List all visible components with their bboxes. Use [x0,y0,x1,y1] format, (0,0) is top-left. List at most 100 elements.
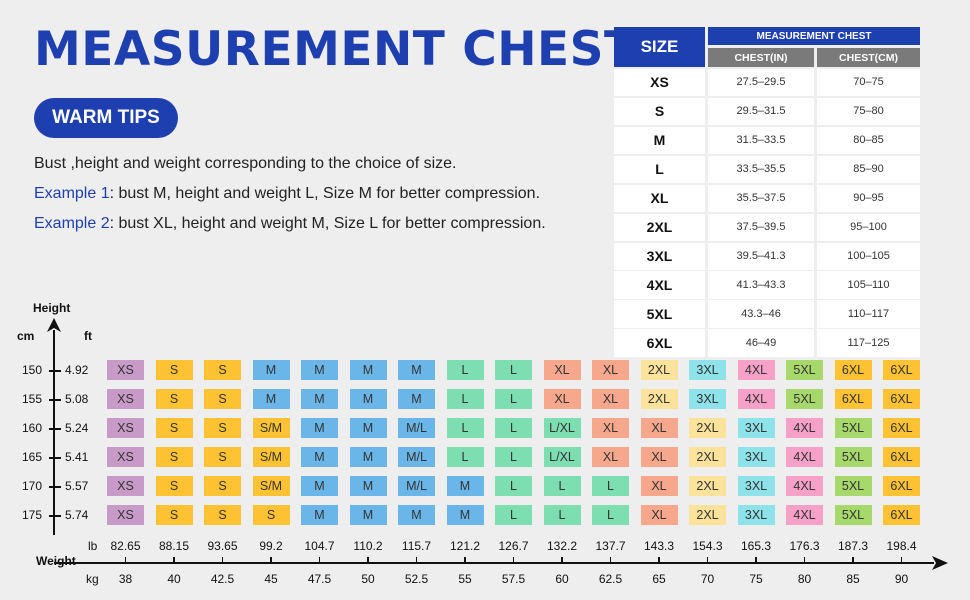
weight-tick [803,557,806,563]
size-grid-cell: XS [107,476,144,496]
size-grid-cell: L [446,389,484,409]
size-grid-cell: M [301,476,338,496]
size-grid-cell: XL [640,476,678,496]
size-grid-cell: M [446,476,484,496]
size-cell: 6XL [614,329,705,357]
size-grid-cell: 5XL [786,360,823,380]
size-grid-cell: L [495,476,532,496]
weight-kg-label: 65 [652,572,666,586]
weight-lb-label: 187.3 [837,539,869,553]
height-tick [49,486,61,488]
size-grid-cell: 2XL [640,360,678,380]
chest-cm-cell: 70–75 [817,68,920,96]
size-grid-cell: S [155,505,193,525]
size-grid-cell: 3XL [689,360,726,380]
size-table-row: XL 35.5–37.5 90–95 [614,184,920,212]
size-grid-cell: S [252,505,290,525]
chest-cm-cell: 110–117 [817,300,920,328]
size-grid-cell: M [349,505,387,525]
chest-in-cell: 43.3–46 [708,300,814,328]
weight-tick [512,557,515,563]
size-grid-cell: 6XL [883,418,920,438]
size-table-body: XS 27.5–29.5 70–75 S 29.5–31.5 75–80 M 31.5–33.… [614,68,920,357]
chest-in-cell: 31.5–33.5 [708,126,814,154]
size-grid-cell: 4XL [786,447,823,467]
measurement-chest-header: MEASUREMENT CHEST [708,27,920,45]
size-table: SIZE MEASUREMENT CHEST CHEST(IN) CHEST(C… [614,27,920,357]
size-cell: 4XL [614,271,705,299]
size-grid-cell: L [543,505,581,525]
weight-kg-label: 80 [797,572,812,586]
weight-lb-label: 115.7 [401,539,432,553]
size-grid-cell: XS [107,389,144,409]
example-2: Example 2: bust XL, height and weight M,… [34,215,546,233]
size-grid-cell: 3XL [689,389,726,409]
size-grid-cell: M [398,505,435,525]
height-tick [49,370,61,372]
height-axis-label: Height [33,301,71,315]
size-grid-cell: L [446,418,484,438]
size-table-row: L 33.5–35.5 85–90 [614,155,920,183]
chest-in-cell: 46–49 [708,329,814,357]
size-cell: M [614,126,705,154]
size-cell: L [614,155,705,183]
chest-cm-cell: 90–95 [817,184,920,212]
size-cell: XL [614,184,705,212]
height-axis-line [53,330,55,535]
size-grid-cell: 2XL [640,389,678,409]
height-tick [49,399,61,401]
size-grid-cell: XL [592,360,629,380]
size-table-row: 4XL 41.3–43.3 105–110 [614,271,920,299]
weight-kg-label: 40 [167,572,181,586]
chest-cm-cell: 95–100 [817,213,920,241]
height-cm-label: 155 [22,392,43,406]
weight-kg-label: 85 [846,572,860,586]
size-grid-cell: XS [107,447,144,467]
size-grid-cell: 5XL [834,505,872,525]
weight-kg-label: 60 [555,572,569,586]
size-grid-cell: L/XL [543,418,581,438]
size-cell: 3XL [614,242,705,270]
size-grid-cell: M [349,418,387,438]
warm-tips-badge: WARM TIPS [34,98,178,138]
size-grid-cell: XL [640,447,678,467]
size-grid-cell: 6XL [883,389,920,409]
size-grid-cell: S [204,447,241,467]
size-grid-cell: 5XL [834,447,872,467]
ft-label: ft [84,329,92,343]
weight-lb-label: 132.2 [546,539,578,553]
weight-kg-label: 70 [700,572,715,586]
weight-kg-label: 90 [894,572,909,586]
weight-tick [609,557,612,563]
size-grid-cell: L [592,476,629,496]
chest-in-cell: 27.5–29.5 [708,68,814,96]
size-grid-cell: S [204,389,241,409]
chest-cm-cell: 100–105 [817,242,920,270]
weight-lb-label: 88.15 [158,539,190,553]
height-cm-label: 175 [22,508,43,522]
size-grid-cell: XL [543,389,581,409]
height-ft-label: 5.24 [65,421,89,435]
size-grid-cell: XL [640,505,678,525]
size-grid-cell: XL [640,418,678,438]
weight-kg-label: 55 [458,572,472,586]
height-ft-label: 5.57 [65,479,89,493]
size-grid-cell: S/M [252,447,290,467]
size-grid-cell: 6XL [883,505,920,525]
kg-label: kg [86,572,99,586]
size-grid-cell: 4XL [786,418,823,438]
chest-in-cell: 29.5–31.5 [708,97,814,125]
size-grid-cell: S [204,418,241,438]
size-cell: 2XL [614,213,705,241]
weight-tick [755,557,757,563]
example-2-label: Example 2 [34,215,110,232]
size-grid-cell: 4XL [786,505,823,525]
size-grid-cell: 4XL [786,476,823,496]
size-grid-cell: XL [592,418,629,438]
weight-kg-label: 45 [264,572,278,586]
size-grid-cell: 6XL [883,360,920,380]
size-table-row: 2XL 37.5–39.5 95–100 [614,213,920,241]
size-grid-cell: 5XL [786,389,823,409]
size-grid-cell: S/M [252,476,290,496]
size-grid-cell: 6XL [834,360,872,380]
